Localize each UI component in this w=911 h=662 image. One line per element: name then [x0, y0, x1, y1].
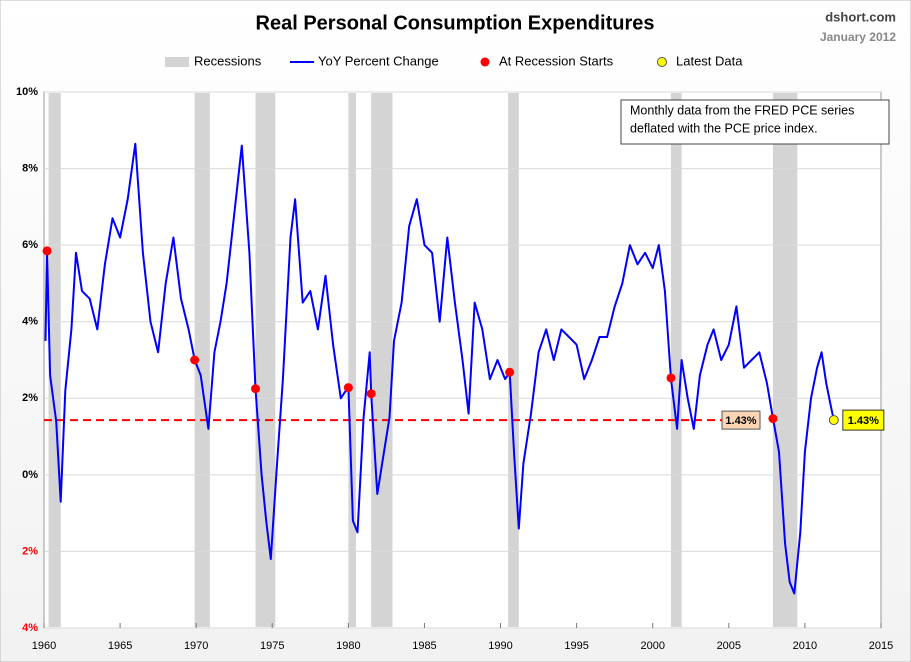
x-tick-label: 1975: [260, 640, 284, 652]
data-point: [666, 373, 676, 383]
x-tick-label: 1965: [108, 640, 132, 652]
recession-band: [508, 93, 519, 627]
annotation: Monthly data from the FRED PCE series: [630, 103, 854, 117]
recession-band: [48, 93, 61, 627]
data-point: [828, 415, 839, 426]
source: dshort.com: [825, 9, 896, 24]
y-tick-label: 8%: [22, 162, 38, 174]
legend-swatch: [480, 57, 490, 67]
x-tick-label: 2010: [793, 640, 817, 652]
x-tick-label: 1980: [336, 640, 360, 652]
x-tick-label: 1970: [184, 640, 208, 652]
x-tick-label: 1985: [412, 640, 436, 652]
recession-band: [670, 93, 682, 627]
y-tick-label: 6%: [22, 239, 38, 251]
data-point: [768, 414, 778, 424]
recession-band: [371, 93, 393, 627]
data-point: [42, 246, 52, 256]
legend-label: Recessions: [194, 53, 262, 68]
reference-label-box: [721, 410, 761, 430]
legend-swatch: [657, 57, 667, 67]
y-tick-label: 2%: [22, 392, 38, 404]
x-tick-label: 2000: [640, 640, 664, 652]
data-line: [44, 142, 835, 595]
legend-label: YoY Percent Change: [318, 53, 439, 68]
x-tick-label: 1960: [32, 640, 56, 652]
recession-band: [255, 93, 276, 627]
reference-label: 1.43%: [725, 415, 756, 427]
x-tick-label: 2005: [717, 640, 741, 652]
y-tick-label: 4%: [22, 316, 38, 328]
data-point: [505, 367, 515, 377]
value-label-box: [842, 409, 885, 431]
x-tick-label: 2015: [869, 640, 893, 652]
data-point: [343, 383, 353, 393]
y-tick-label: 4%: [22, 622, 38, 634]
legend-label: At Recession Starts: [499, 53, 614, 68]
data-point: [251, 384, 261, 394]
x-tick-label: 1990: [488, 640, 512, 652]
y-tick-label: 2%: [22, 545, 38, 557]
legend-label: Latest Data: [676, 53, 743, 68]
data-point: [366, 389, 376, 399]
annotation: deflated with the PCE price index.: [630, 121, 818, 135]
recession-band: [348, 93, 356, 627]
recession-band: [194, 93, 210, 627]
annotation-box: [620, 99, 890, 145]
y-tick-label: 10%: [16, 86, 38, 98]
x-tick-label: 1995: [564, 640, 588, 652]
date: January 2012: [820, 30, 896, 44]
y-tick-label: 0%: [22, 469, 38, 481]
legend-swatch: [165, 57, 189, 67]
data-point: [190, 355, 200, 365]
value-label: 1.43%: [848, 415, 879, 427]
chart-title: Real Personal Consumption Expenditures: [256, 12, 655, 34]
